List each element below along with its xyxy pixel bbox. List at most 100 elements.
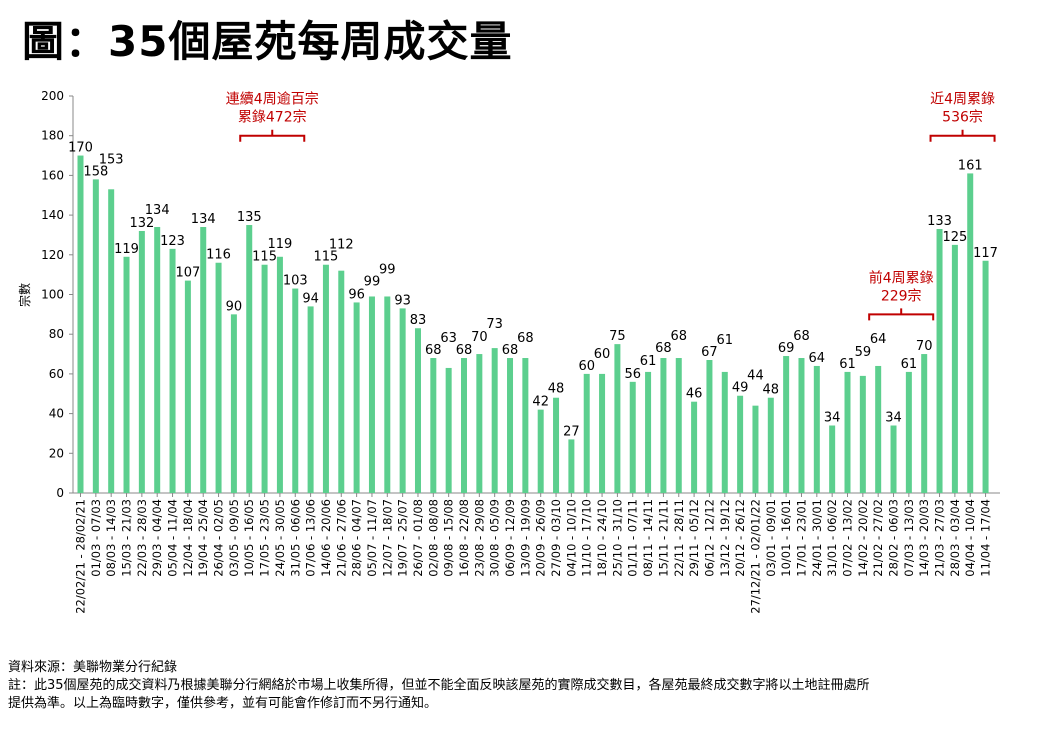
bar — [890, 425, 897, 493]
x-tick-label: 02/08 - 08/08 — [426, 499, 440, 577]
x-tick-label: 28/03 - 03/04 — [948, 499, 962, 577]
data-label: 60 — [594, 347, 611, 362]
data-label: 115 — [314, 250, 339, 265]
annotation-bracket — [239, 129, 306, 142]
data-label: 70 — [471, 330, 488, 345]
y-tick-label: 60 — [49, 367, 64, 381]
y-tick-label: 180 — [41, 129, 64, 143]
y-tick-label: 40 — [49, 407, 64, 421]
bar — [813, 365, 820, 493]
data-label: 119 — [268, 237, 293, 252]
bar — [967, 173, 974, 494]
bar — [691, 401, 698, 493]
bar — [645, 371, 652, 493]
data-label: 103 — [283, 274, 308, 289]
bar — [599, 373, 606, 493]
x-tick-label: 07/02 - 13/02 — [841, 499, 855, 577]
bar — [108, 189, 115, 494]
x-tick-label: 19/04 - 25/04 — [196, 499, 210, 577]
data-label: 27 — [563, 424, 580, 439]
x-tick-label: 26/04 - 02/05 — [212, 499, 226, 577]
bar — [154, 227, 161, 493]
x-tick-label: 06/09 - 12/09 — [503, 499, 517, 577]
x-tick-label: 11/10 - 17/10 — [580, 499, 594, 577]
bar — [491, 348, 498, 493]
bar — [553, 397, 560, 493]
bar — [92, 179, 99, 493]
bar — [522, 358, 529, 493]
x-tick-label: 31/05 - 06/06 — [288, 499, 302, 577]
data-label: 48 — [763, 383, 780, 398]
data-label: 119 — [114, 242, 139, 257]
data-label: 34 — [824, 411, 841, 426]
bar — [476, 354, 483, 493]
bar — [783, 356, 790, 493]
x-tick-label: 28/06 - 04/07 — [350, 499, 364, 577]
data-label: 44 — [747, 369, 764, 384]
x-tick-label: 10/01 - 16/01 — [779, 499, 793, 577]
x-tick-label: 08/03 - 14/03 — [104, 499, 118, 577]
x-tick-labels: 22/02/21 - 28/02/21 01/03 - 07/03 08/03 - … — [74, 493, 993, 614]
x-tick-label: 28/02 - 06/03 — [887, 499, 901, 577]
bar — [798, 358, 805, 493]
bar — [982, 260, 989, 493]
data-label: 67 — [701, 345, 718, 360]
bar — [77, 155, 84, 494]
bar — [660, 358, 667, 493]
x-tick-label: 09/08 - 15/08 — [442, 499, 456, 577]
data-label: 49 — [732, 381, 749, 396]
data-label: 117 — [973, 246, 998, 261]
data-label: 34 — [885, 411, 902, 426]
x-tick-label: 04/10 - 10/10 — [564, 499, 578, 577]
bar — [737, 395, 744, 493]
x-tick-label: 21/06 - 27/06 — [334, 499, 348, 577]
data-label: 68 — [425, 343, 442, 358]
x-tick-label: 01/11 - 07/11 — [626, 499, 640, 577]
x-tick-label: 04/04 - 10/04 — [963, 499, 977, 577]
bar — [921, 354, 928, 493]
x-tick-label: 14/03 - 20/03 — [917, 499, 931, 577]
bar — [292, 288, 299, 493]
bar — [230, 314, 237, 493]
bar — [752, 405, 759, 493]
x-tick-label: 08/11 - 14/11 — [641, 499, 655, 577]
data-label: 64 — [809, 351, 826, 366]
bar — [829, 425, 836, 493]
x-tick-label: 29/11 - 05/12 — [687, 499, 701, 577]
y-tick-label: 160 — [41, 168, 64, 182]
data-label: 135 — [237, 210, 262, 225]
bar — [583, 373, 590, 493]
data-label: 61 — [901, 357, 918, 372]
annotation: 前4周累錄 229宗 — [868, 269, 935, 321]
y-tick-label: 100 — [41, 288, 64, 302]
x-tick-label: 14/06 - 20/06 — [319, 499, 333, 577]
data-label: 68 — [456, 343, 473, 358]
x-tick-label: 21/03 - 27/03 — [933, 499, 947, 577]
x-tick-label: 07/03 - 13/03 — [902, 499, 916, 577]
bar — [844, 371, 851, 493]
x-tick-label: 10/05 - 16/05 — [242, 499, 256, 577]
data-label: 99 — [379, 262, 396, 277]
x-tick-label: 27/09 - 03/10 — [549, 499, 563, 577]
x-tick-label: 27/12/21 - 02/01/22 — [748, 499, 762, 614]
bar — [706, 360, 713, 493]
data-label: 63 — [440, 331, 457, 346]
x-tick-label: 14/02 - 20/02 — [856, 499, 870, 577]
data-label: 61 — [717, 333, 734, 348]
bar — [246, 225, 253, 493]
bar — [322, 264, 329, 493]
data-label: 107 — [175, 266, 200, 281]
bar — [461, 358, 467, 493]
annotation-text: 累錄472宗 — [238, 110, 307, 126]
data-label: 123 — [160, 234, 185, 249]
x-tick-label: 29/03 - 04/04 — [150, 499, 164, 577]
x-tick-label: 18/10 - 24/10 — [595, 499, 609, 577]
bar — [629, 381, 636, 493]
x-tick-label: 03/05 - 09/05 — [227, 499, 241, 577]
annotation-text: 536宗 — [942, 110, 983, 126]
x-tick-label: 03/01 - 09/01 — [764, 499, 778, 577]
x-tick-label: 15/11 - 21/11 — [656, 499, 670, 577]
bar — [614, 344, 621, 493]
